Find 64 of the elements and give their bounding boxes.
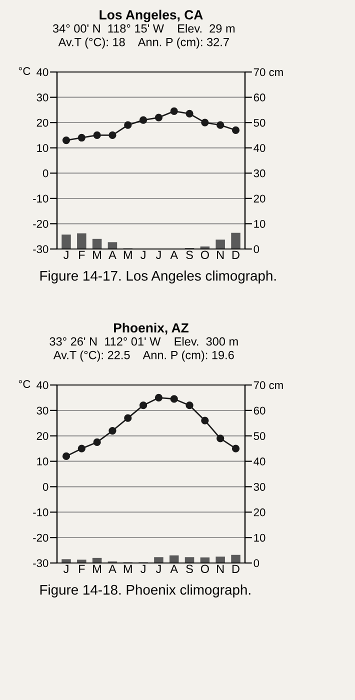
y2-tick-label: 20 — [254, 508, 266, 516]
x-tick-label: D — [232, 250, 240, 259]
chart-title: Phoenix, AZ — [114, 322, 188, 334]
y-tick-label: -30 — [33, 245, 48, 254]
caption: Figure 14-18. Phoenix climograph. — [40, 584, 250, 598]
y-tick-label: 10 — [37, 144, 48, 152]
y2-tick-label: 30 — [254, 482, 266, 491]
caption: Figure 14-17. Los Angeles climograph. — [40, 270, 276, 284]
y-axis-title: °C — [18, 380, 30, 388]
y2-tick-label: 40 — [254, 144, 266, 152]
x-tick-label: A — [170, 564, 178, 573]
y-tick-label: 40 — [36, 381, 48, 390]
y2-tick-label: 10 — [254, 220, 266, 228]
y-tick-label: 30 — [36, 94, 48, 102]
y-tick-label: 0 — [42, 169, 48, 178]
x-tick-label: J — [156, 250, 161, 260]
y-tick-label: 40 — [36, 68, 48, 76]
x-tick-label: F — [79, 250, 85, 259]
y2-tick-label: 50 — [254, 118, 266, 127]
chart-title: Los Angeles, CA — [100, 10, 203, 22]
y2-tick-label: 40 — [254, 458, 266, 466]
y2-tick-label: 60 — [254, 94, 266, 102]
x-tick-label: O — [200, 564, 209, 574]
x-tick-label: S — [186, 564, 193, 574]
y-tick-label: 0 — [42, 482, 48, 491]
x-tick-label: M — [124, 564, 132, 573]
y2-tick-label: 70 cm — [254, 381, 283, 390]
y2-tick-label: 30 — [254, 169, 266, 178]
x-tick-label: A — [108, 564, 116, 573]
y-tick-label: -20 — [33, 220, 48, 228]
y2-tick-label: 70 cm — [254, 68, 283, 76]
x-tick-label: J — [63, 564, 68, 574]
x-tick-label: J — [140, 250, 146, 260]
x-tick-label: S — [186, 250, 193, 260]
y-tick-label: 30 — [36, 406, 48, 415]
y-tick-label: -10 — [33, 508, 48, 516]
x-tick-label: J — [140, 564, 146, 574]
x-tick-label: O — [200, 250, 209, 260]
x-tick-label: N — [217, 564, 224, 573]
x-tick-label: J — [156, 564, 161, 574]
y2-tick-label: 0 — [254, 245, 260, 254]
x-tick-label: M — [124, 250, 132, 259]
chart-subtitle: 34° 00' N 118° 15' W Elev. 29 m Av.T (°C): 18 Ann. P (cm): 32.7 — [52, 24, 235, 49]
y-axis-title: °C — [18, 67, 30, 75]
y2-tick-label: 10 — [254, 534, 266, 542]
y-tick-label: 20 — [36, 432, 48, 440]
y-tick-label: 10 — [37, 458, 48, 466]
x-tick-label: N — [217, 250, 224, 259]
x-tick-label: A — [170, 250, 178, 259]
y2-tick-label: 0 — [254, 559, 260, 568]
y-tick-label: -10 — [33, 194, 48, 203]
y2-tick-label: 60 — [254, 406, 266, 415]
y2-tick-label: 20 — [254, 194, 266, 203]
x-tick-label: J — [63, 250, 68, 260]
y-tick-label: -20 — [33, 534, 48, 542]
x-tick-label: M — [93, 564, 102, 573]
y-tick-label: -30 — [33, 559, 48, 568]
x-tick-label: A — [108, 250, 116, 259]
y-tick-label: 20 — [36, 118, 48, 127]
x-tick-label: F — [79, 564, 85, 573]
x-tick-label: D — [232, 564, 240, 573]
y2-tick-label: 50 — [254, 432, 266, 440]
chart-subtitle: 33° 26' N 112° 01' W Elev. 300 m Av.T (°C): 22.5 Ann. P (cm): 19.6 — [50, 337, 238, 362]
x-tick-label: M — [93, 250, 102, 259]
